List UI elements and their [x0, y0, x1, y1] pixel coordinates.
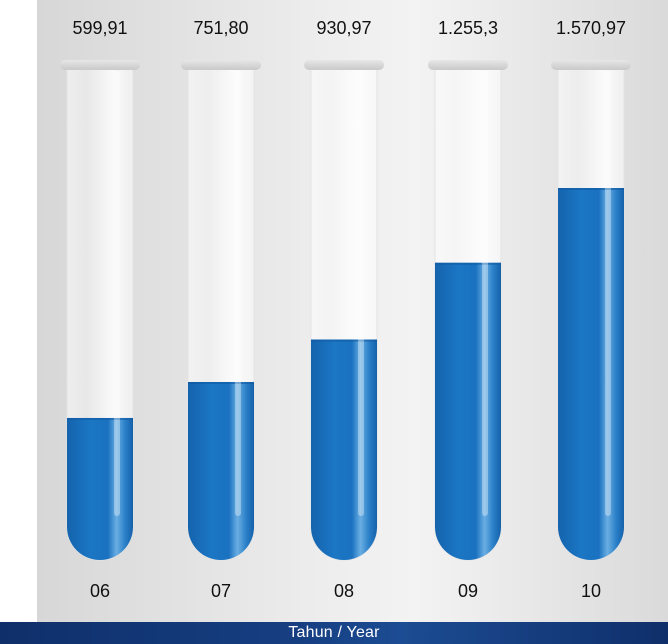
tick-label-06: 06 — [90, 581, 110, 601]
tube-liquid-10 — [558, 188, 624, 560]
liquid-surface-08 — [311, 339, 377, 342]
liquid-surface-09 — [435, 262, 501, 265]
tube-highlight-06 — [114, 71, 120, 516]
tube-10: 1.570,97 10 — [551, 18, 631, 601]
value-label-06: 599,91 — [72, 18, 127, 38]
chart-svg: 599,91 06 751,80 07 930,97 08 1.255,3 09 1.570,9… — [60, 18, 631, 601]
tube-highlight-10 — [605, 71, 611, 516]
tube-liquid-09 — [435, 262, 501, 560]
tick-label-09: 09 — [458, 581, 478, 601]
tube-06: 599,91 06 — [60, 18, 140, 601]
tick-label-10: 10 — [581, 581, 601, 601]
tube-rim-09 — [428, 60, 508, 70]
value-label-10: 1.570,97 — [556, 18, 626, 38]
liquid-surface-10 — [558, 188, 624, 190]
liquid-surface-07 — [188, 381, 254, 384]
tube-rim-10 — [551, 60, 631, 70]
value-label-07: 751,80 — [193, 18, 248, 38]
x-axis-label: Tahun / Year — [288, 624, 380, 641]
tube-08: 930,97 08 — [304, 18, 384, 601]
value-label-09: 1.255,3 — [438, 18, 498, 38]
tube-09: 1.255,3 09 — [428, 18, 508, 601]
value-label-08: 930,97 — [316, 18, 371, 38]
tube-07: 751,80 07 — [181, 18, 261, 601]
tube-rim-08 — [304, 60, 384, 70]
liquid-surface-06 — [67, 417, 133, 420]
tube-highlight-08 — [358, 71, 364, 516]
footer-band: Tahun / Year — [0, 622, 668, 644]
tube-highlight-07 — [235, 71, 241, 516]
tube-liquid-08 — [311, 339, 377, 560]
tube-liquid-06 — [67, 417, 133, 560]
tube-liquid-07 — [188, 381, 254, 560]
tick-label-07: 07 — [211, 581, 231, 601]
tube-rim-07 — [181, 60, 261, 70]
tube-highlight-09 — [482, 71, 488, 516]
tick-label-08: 08 — [334, 581, 354, 601]
tube-rim-06 — [60, 60, 140, 70]
